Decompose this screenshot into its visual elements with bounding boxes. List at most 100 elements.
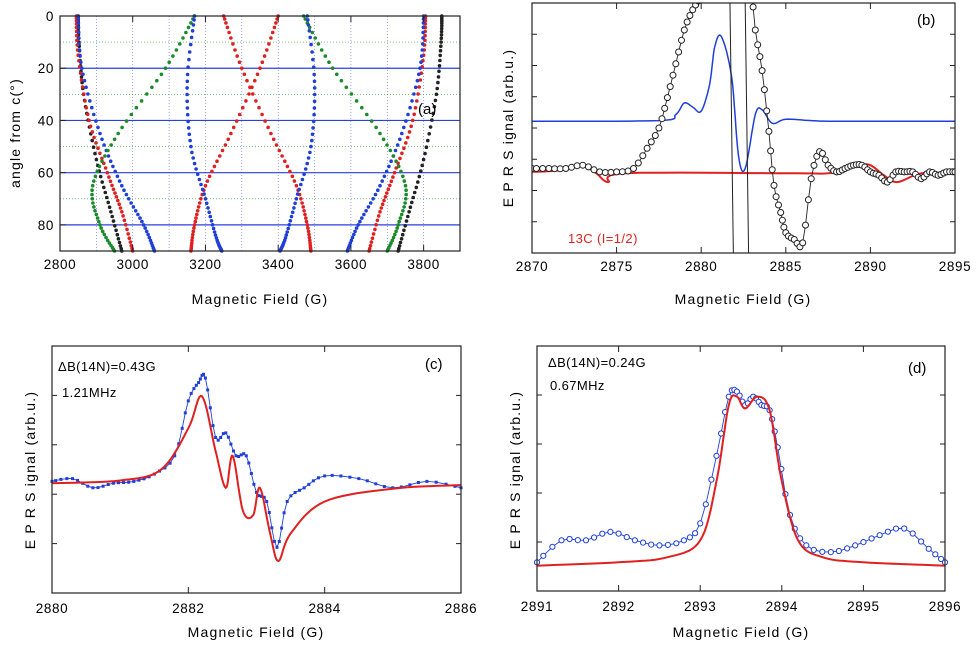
panel-a-label: (a) bbox=[418, 101, 436, 118]
panel-a-point bbox=[106, 200, 110, 205]
panel-b-xtick-label-2875: 2875 bbox=[600, 259, 632, 274]
panel-a-point bbox=[374, 223, 378, 227]
panel-a-point bbox=[102, 185, 106, 190]
panel-a-point bbox=[191, 23, 196, 27]
panel-a-point bbox=[237, 112, 242, 117]
panel-c-xtick-label-2884: 2884 bbox=[308, 601, 340, 616]
panel-d: 2891 2892 2893 2894 2895 2896 (d) ΔB(14N)=0.2… bbox=[507, 345, 961, 640]
panel-a-point bbox=[420, 163, 425, 168]
panel-a-point bbox=[327, 60, 331, 64]
panel-a-point bbox=[306, 156, 311, 160]
panel-a-point bbox=[285, 230, 290, 234]
panel-c-xtick-label-2880: 2880 bbox=[36, 601, 68, 616]
panel-a-point bbox=[99, 226, 103, 230]
panel-a-point bbox=[229, 36, 233, 40]
panel-c-point bbox=[434, 480, 438, 484]
panel-b-point bbox=[584, 163, 592, 171]
panel-a-point bbox=[412, 112, 417, 117]
panel-a-point bbox=[187, 132, 192, 137]
panel-a-series-7 bbox=[90, 14, 197, 253]
panel-a-point bbox=[174, 48, 179, 52]
panel-a-point bbox=[413, 85, 418, 90]
panel-c-point bbox=[71, 477, 74, 481]
panel-a-point bbox=[136, 212, 140, 217]
panel-d-point bbox=[648, 541, 655, 548]
panel-c-point bbox=[86, 484, 90, 488]
panel-b-point bbox=[763, 107, 771, 115]
panel-c-point bbox=[219, 436, 223, 439]
panel-a-point bbox=[203, 183, 208, 188]
panel-a-point bbox=[410, 200, 414, 205]
panel-d-point bbox=[708, 476, 715, 483]
panel-a-point bbox=[98, 174, 103, 179]
panel-c-point bbox=[265, 500, 269, 503]
panel-c-point bbox=[244, 454, 248, 458]
panel-c-point bbox=[192, 387, 196, 391]
panel-b-point bbox=[951, 168, 955, 176]
panel-a-point bbox=[404, 197, 408, 201]
panel-a-point bbox=[97, 164, 102, 169]
panel-a-series-11 bbox=[278, 14, 317, 253]
panel-c-point bbox=[374, 482, 378, 486]
panel-a-point bbox=[196, 205, 201, 209]
panel-c-point bbox=[249, 472, 253, 475]
panel-d-label: (d) bbox=[908, 360, 926, 377]
panel-a-point bbox=[280, 154, 284, 158]
panel-a-point bbox=[192, 226, 196, 230]
panel-a-point bbox=[185, 79, 190, 84]
panel-a-point bbox=[413, 106, 418, 110]
panel-a-point bbox=[269, 36, 273, 40]
panel-a-point bbox=[419, 169, 423, 173]
panel-a-point bbox=[92, 135, 96, 140]
panel-b-point bbox=[770, 181, 778, 189]
panel-d-annotation-line1: ΔB(14N)=0.24G bbox=[548, 355, 646, 370]
panel-a-point bbox=[79, 60, 83, 64]
panel-a-point bbox=[260, 112, 264, 117]
panel-a-point bbox=[129, 201, 133, 205]
panel-a-point bbox=[423, 151, 427, 156]
panel-a-point bbox=[411, 195, 416, 200]
panel-a-point bbox=[417, 85, 422, 89]
panel-a-point bbox=[254, 99, 258, 103]
panel-a-point bbox=[403, 183, 408, 188]
panel-d-point bbox=[540, 552, 547, 559]
panel-a-point bbox=[139, 99, 144, 103]
panel-a-point bbox=[98, 151, 102, 156]
panel-a-point bbox=[311, 119, 316, 124]
panel-d-point bbox=[623, 534, 630, 541]
panel-a-point bbox=[102, 143, 106, 147]
panel-a-point bbox=[91, 145, 96, 149]
panel-c-point bbox=[242, 452, 246, 456]
panel-a-point bbox=[305, 223, 310, 227]
panel-a-point bbox=[225, 25, 230, 30]
panel-a-point bbox=[107, 205, 112, 209]
panel-a-point bbox=[231, 42, 235, 46]
panel-a-point bbox=[302, 172, 306, 177]
panel-c-point bbox=[348, 475, 352, 479]
panel-a-point bbox=[313, 36, 318, 40]
panel-c-point bbox=[257, 494, 261, 498]
panel-a-point bbox=[410, 118, 415, 123]
panel-c-point bbox=[289, 494, 293, 498]
panel-a-point bbox=[100, 137, 104, 142]
panel-a-point bbox=[295, 192, 300, 196]
panel-b-point bbox=[775, 201, 782, 209]
panel-d-marks bbox=[533, 386, 949, 567]
panel-a-point bbox=[292, 206, 296, 210]
panel-a-point bbox=[79, 78, 84, 82]
panel-a-point bbox=[242, 72, 247, 77]
panel-a-point bbox=[297, 187, 302, 192]
panel-b-marks bbox=[532, 3, 955, 253]
panel-a-point bbox=[389, 159, 393, 163]
panel-a-point bbox=[374, 125, 378, 130]
panel-a-point bbox=[432, 105, 437, 109]
panel-a-point bbox=[163, 66, 168, 70]
panel-a-point bbox=[188, 42, 193, 47]
panel-a-point bbox=[379, 206, 384, 210]
panel-c-point bbox=[416, 481, 420, 484]
panel-c-point bbox=[307, 482, 311, 486]
panel-a-point bbox=[185, 112, 190, 117]
panel-b-point bbox=[539, 165, 547, 172]
panel-d-frame bbox=[536, 345, 946, 592]
panel-a-point bbox=[353, 229, 357, 234]
